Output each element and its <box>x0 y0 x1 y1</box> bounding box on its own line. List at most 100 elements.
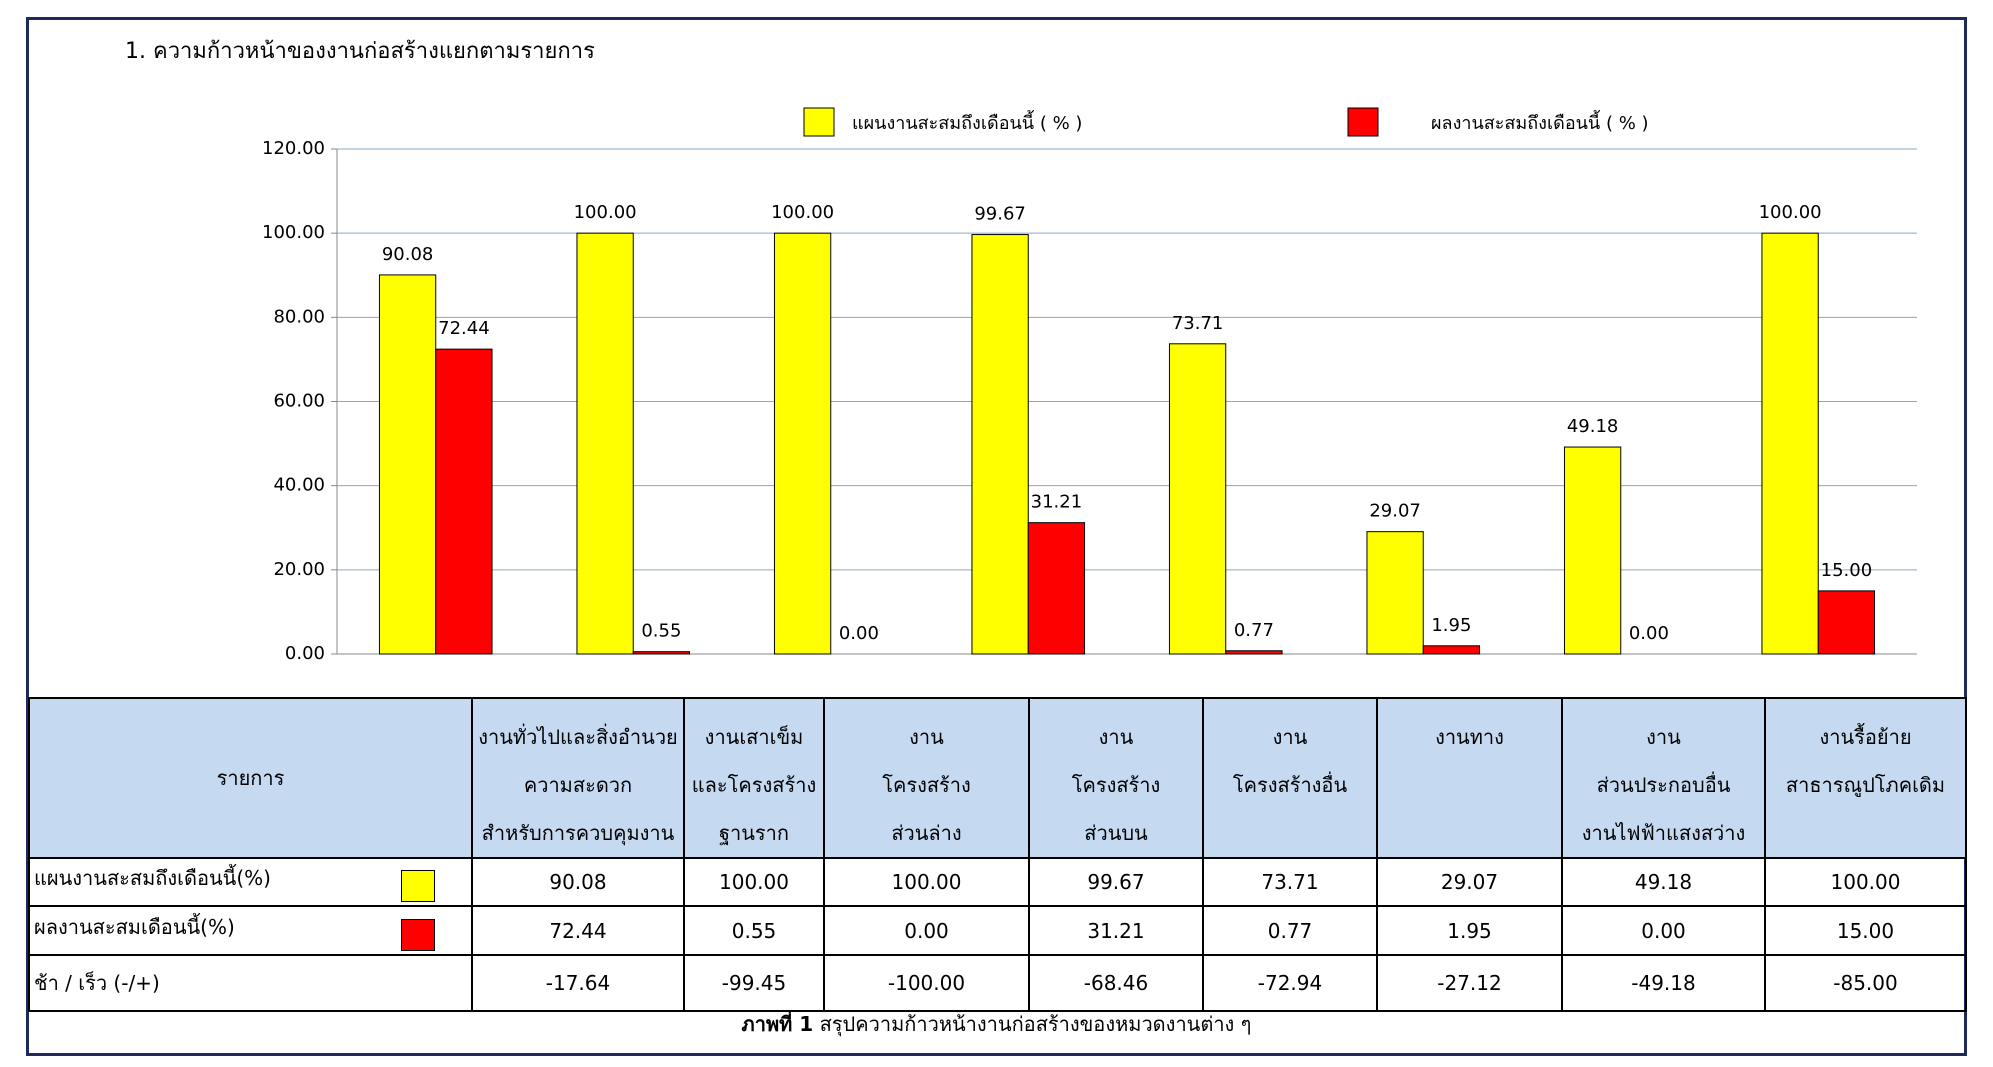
data-label: 0.00 <box>839 623 879 644</box>
table-row: ผลงานสะสมเดือนนี้(%) 72.44 0.55 0.00 31.21 0.… <box>28 905 1967 956</box>
cell-value: 100.00 <box>719 870 789 894</box>
header-text: โครงสร้าง <box>1071 773 1161 797</box>
cell-value: 72.44 <box>549 918 607 943</box>
row-label: ช้า / เร็ว (-/+) <box>34 971 160 995</box>
bar <box>435 348 493 655</box>
cell-value: 100.00 <box>1830 870 1901 894</box>
bar <box>1366 531 1424 655</box>
caption-text: สรุปความก้าวหน้างานก่อสร้างของหมวดงานต่า… <box>819 1012 1252 1036</box>
header-text: สำหรับการควบคุมงาน <box>481 821 675 845</box>
bar <box>632 651 691 655</box>
data-table: รายการ งานทั่วไปและสิ่งอำนวย ความสะดวก สำหร… <box>28 697 1967 1012</box>
bar <box>1817 590 1876 655</box>
cell-value: 0.55 <box>731 918 777 943</box>
y-tick-label: 60.00 <box>273 391 325 412</box>
cell-value: -72.94 <box>1257 971 1323 995</box>
header-cell: งาน โครงสร้าง ส่วนล่าง <box>823 697 1030 859</box>
header-cell: งาน โครงสร้าง ส่วนบน <box>1028 697 1204 859</box>
table-cell: 100.00 <box>823 857 1030 907</box>
table-cell: 100.00 <box>683 857 825 907</box>
table-cell: 1.95 <box>1376 905 1563 956</box>
table-row: ช้า / เร็ว (-/+) -17.64 -99.45 -100.00 -68.4… <box>28 954 1967 1012</box>
cell-value: 0.00 <box>904 918 949 943</box>
cell-value: -68.46 <box>1083 971 1149 995</box>
header-text: ส่วนล่าง <box>891 821 962 845</box>
caption-label: ภาพที่ 1 <box>741 1012 814 1036</box>
cell-value: 29.07 <box>1440 870 1499 894</box>
data-label: 49.18 <box>1567 416 1619 437</box>
y-tick-label: 40.00 <box>273 475 325 496</box>
data-label: 0.00 <box>1629 623 1669 644</box>
y-tick-label: 0.00 <box>285 643 325 664</box>
header-text: งานทั่วไปและสิ่งอำนวย <box>478 725 678 749</box>
header-text: ส่วนประกอบอื่น <box>1596 773 1731 797</box>
data-label: 100.00 <box>771 202 834 223</box>
header-text: และโครงสร้าง <box>691 773 817 797</box>
cell-value: -27.12 <box>1437 971 1502 995</box>
y-tick-label: 120.00 <box>262 138 325 159</box>
bar <box>1761 232 1819 655</box>
data-label: 29.07 <box>1369 501 1421 522</box>
cell-value: 1.95 <box>1447 918 1492 943</box>
cell-value: 0.00 <box>1641 918 1686 943</box>
data-label: 100.00 <box>1759 202 1822 223</box>
table-row: แผนงานสะสมถึงเดือนนี้(%) 90.08 100.00 100.0… <box>28 857 1967 907</box>
table-cell: ผลงานสะสมเดือนนี้(%) <box>28 905 473 956</box>
table-cell: 15.00 <box>1764 905 1967 956</box>
data-label: 73.71 <box>1172 313 1224 334</box>
y-tick-label: 80.00 <box>273 306 325 327</box>
table-cell: 0.55 <box>683 905 825 956</box>
y-tick-label: 100.00 <box>262 222 325 243</box>
header-text: งาน <box>909 725 944 749</box>
table-cell: 99.67 <box>1028 857 1204 907</box>
table-cell: 31.21 <box>1028 905 1204 956</box>
cell-value: 99.67 <box>1087 870 1145 894</box>
table-cell: -99.45 <box>683 954 825 1012</box>
row-marker <box>401 870 435 902</box>
cell-value: 90.08 <box>549 870 607 894</box>
table-cell: 100.00 <box>1764 857 1967 907</box>
cell-value: 49.18 <box>1634 870 1693 894</box>
legend-label: แผนงานสะสมถึงเดือนนี้ ( % ) <box>852 110 1082 134</box>
header-text: งานเสาเข็ม <box>704 725 804 749</box>
chart: 1. ความก้าวหน้าของงานก่อสร้างแยกตามรายกา… <box>125 39 1917 664</box>
table-cell: -85.00 <box>1764 954 1967 1012</box>
cell-value: -17.64 <box>545 971 611 995</box>
table-cell: -100.00 <box>823 954 1030 1012</box>
header-text: งานรื้อย้าย <box>1819 725 1912 749</box>
table-cell: -72.94 <box>1202 954 1378 1012</box>
bar <box>378 274 437 655</box>
header-text: ความสะดวก <box>523 773 633 797</box>
header-text: งาน <box>1098 725 1134 749</box>
bar <box>971 234 1029 655</box>
chart-title: 1. ความก้าวหน้าของงานก่อสร้างแยกตามรายกา… <box>125 39 595 64</box>
caption: ภาพที่ 1 สรุปความก้าวหน้างานก่อสร้างของห… <box>28 995 1965 1053</box>
bar <box>1168 343 1227 655</box>
cell-value: -99.45 <box>721 971 787 995</box>
table-cell: -49.18 <box>1561 954 1766 1012</box>
header-cell: งานทาง <box>1376 697 1563 859</box>
header-text: งาน <box>1272 725 1308 749</box>
table-cell: 29.07 <box>1376 857 1563 907</box>
table-cell: 0.00 <box>823 905 1030 956</box>
legend-marker <box>1347 107 1379 137</box>
header-cell: งานทั่วไปและสิ่งอำนวยความสะดวกสำหรับการค… <box>471 697 685 859</box>
legend-label: ผลงานสะสมถึงเดือนนี้ ( % ) <box>1431 110 1649 134</box>
bar <box>1422 645 1481 655</box>
header-text: งาน <box>1646 725 1681 749</box>
data-label: 0.77 <box>1234 620 1274 641</box>
table-cell: 72.44 <box>471 905 685 956</box>
cell-value: 0.77 <box>1267 918 1313 943</box>
data-label: 100.00 <box>574 202 637 223</box>
header-cell: งาน โครงสร้างอื่น <box>1202 697 1378 859</box>
header-text: งานไฟฟ้าแสงสว่าง <box>1581 821 1746 845</box>
header-cell: งานเสาเข็ม และโครงสร้าง ฐานราก <box>683 697 825 859</box>
bar <box>773 232 832 655</box>
data-label: 31.21 <box>1031 492 1083 513</box>
table-cell: 49.18 <box>1561 857 1766 907</box>
table-cell: 0.00 <box>1561 905 1766 956</box>
bar <box>576 232 634 655</box>
bar <box>1027 522 1086 655</box>
table-cell: 73.71 <box>1202 857 1378 907</box>
